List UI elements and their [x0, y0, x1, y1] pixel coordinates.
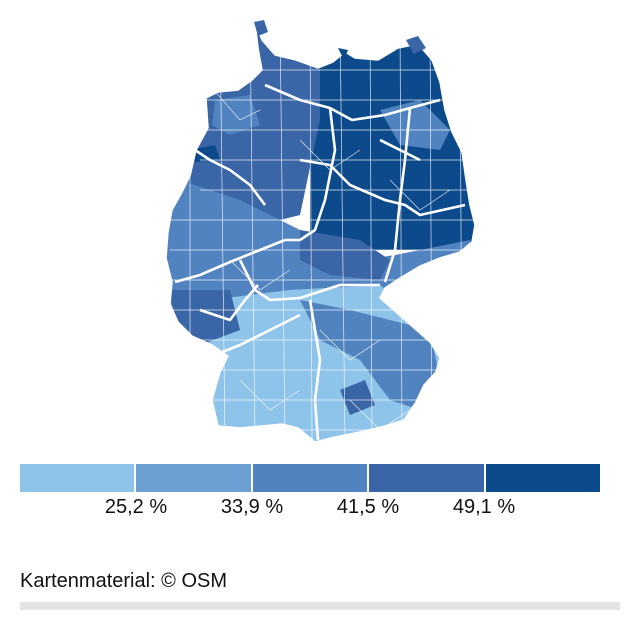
legend-ticks: 25,2 % 33,9 % 41,5 % 49,1 % [20, 496, 600, 524]
bottom-divider [20, 602, 620, 610]
region-patch [300, 230, 390, 280]
legend-swatch-2 [136, 464, 251, 492]
legend-threshold-label: 49,1 % [452, 496, 516, 518]
region-patch [300, 300, 440, 410]
region-island [406, 36, 426, 54]
legend-swatch-4 [369, 464, 484, 492]
region-patch [340, 380, 375, 415]
map-source-credit: Kartenmaterial: © OSM [20, 570, 228, 592]
legend-swatch-5 [485, 464, 601, 492]
legend-threshold-label: 33,9 % [220, 496, 284, 518]
legend-scale [20, 464, 601, 492]
choropleth-map [165, 20, 476, 443]
legend-threshold-label: 41,5 % [336, 496, 400, 518]
region-island [338, 48, 348, 60]
region-patch [190, 145, 220, 162]
legend-swatch-1 [20, 464, 135, 492]
legend-swatch-3 [252, 464, 368, 492]
region-island [254, 20, 268, 36]
legend-threshold-label: 25,2 % [104, 496, 168, 518]
